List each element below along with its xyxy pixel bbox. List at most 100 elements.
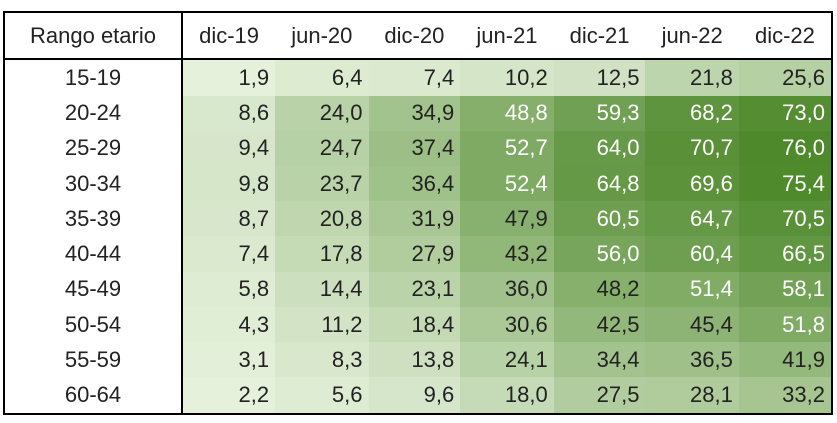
value-cell: 23,7 [275,166,369,202]
value-cell: 41,9 [738,342,832,378]
value-cell: 8,7 [182,201,276,237]
value-cell: 70,7 [645,130,739,167]
value-cell: 20,8 [275,201,369,237]
value-cell: 27,5 [553,377,646,414]
value-cell: 69,6 [645,166,739,202]
value-cell: 66,5 [738,236,832,272]
value-cell: 11,2 [275,306,369,343]
value-cell: 58,1 [738,271,832,307]
row-label: 15-19 [4,59,183,96]
row-label: 35-39 [4,201,183,237]
value-cell: 12,5 [553,59,646,96]
value-cell: 5,8 [182,271,276,307]
value-cell: 52,7 [460,130,554,167]
value-cell: 36,4 [368,166,461,202]
header-row: Rango etario dic-19 jun-20 dic-20 jun-21 dic-… [4,12,832,60]
value-cell: 9,6 [368,377,461,414]
value-cell: 33,2 [738,377,832,414]
table-row: 25-29 9,4 24,7 37,4 52,7 64,0 70,7 76,0 [4,130,832,167]
value-cell: 64,0 [553,130,646,167]
table-row: 20-24 8,6 24,0 34,9 48,8 59,3 68,2 73,0 [4,95,832,131]
value-cell: 42,5 [553,306,646,343]
value-cell: 9,4 [182,130,276,167]
value-cell: 51,4 [645,271,739,307]
row-label: 50-54 [4,306,183,343]
row-label: 60-64 [4,377,183,414]
value-cell: 8,3 [275,342,369,378]
value-cell: 13,8 [368,342,461,378]
table-row: 45-49 5,8 14,4 23,1 36,0 48,2 51,4 58,1 [4,271,832,307]
value-cell: 23,1 [368,271,461,307]
value-cell: 45,4 [645,306,739,343]
header-cell: dic-22 [738,12,832,60]
value-cell: 31,9 [368,201,461,237]
data-table: Rango etario dic-19 jun-20 dic-20 jun-21 dic-… [3,11,833,415]
value-cell: 43,2 [460,236,554,272]
value-cell: 47,9 [460,201,554,237]
value-cell: 34,9 [368,95,461,131]
value-cell: 24,7 [275,130,369,167]
value-cell: 73,0 [738,95,832,131]
header-cell: dic-19 [182,12,276,60]
header-cell: jun-20 [275,12,369,60]
value-cell: 60,4 [645,236,739,272]
value-cell: 36,5 [645,342,739,378]
value-cell: 21,8 [645,59,739,96]
table-row: 15-19 1,9 6,4 7,4 10,2 12,5 21,8 25,6 [4,59,832,96]
row-label: 45-49 [4,271,183,307]
value-cell: 24,1 [460,342,554,378]
value-cell: 18,4 [368,306,461,343]
value-cell: 24,0 [275,95,369,131]
header-cell: dic-20 [368,12,461,60]
table-row: 30-34 9,8 23,7 36,4 52,4 64,8 69,6 75,4 [4,166,832,202]
value-cell: 25,6 [738,59,832,96]
value-cell: 37,4 [368,130,461,167]
table-row: 55-59 3,1 8,3 13,8 24,1 34,4 36,5 41,9 [4,342,832,378]
value-cell: 36,0 [460,271,554,307]
header-cell: jun-22 [645,12,739,60]
table-row: 50-54 4,3 11,2 18,4 30,6 42,5 45,4 51,8 [4,306,832,343]
value-cell: 70,5 [738,201,832,237]
value-cell: 28,1 [645,377,739,414]
value-cell: 48,2 [553,271,646,307]
header-cell: dic-21 [553,12,646,60]
row-label: 55-59 [4,342,183,378]
value-cell: 6,4 [275,59,369,96]
table-row: 40-44 7,4 17,8 27,9 43,2 56,0 60,4 66,5 [4,236,832,272]
value-cell: 68,2 [645,95,739,131]
value-cell: 75,4 [738,166,832,202]
value-cell: 52,4 [460,166,554,202]
value-cell: 1,9 [182,59,276,96]
value-cell: 8,6 [182,95,276,131]
table-header: Rango etario dic-19 jun-20 dic-20 jun-21 dic-… [4,12,832,60]
table-row: 60-64 2,2 5,6 9,6 18,0 27,5 28,1 33,2 [4,377,832,414]
row-label: 40-44 [4,236,183,272]
table-body: 15-19 1,9 6,4 7,4 10,2 12,5 21,8 25,6 20-24 8,6 24… [4,59,832,414]
value-cell: 9,8 [182,166,276,202]
value-cell: 48,8 [460,95,554,131]
value-cell: 59,3 [553,95,646,131]
table-row: 35-39 8,7 20,8 31,9 47,9 60,5 64,7 70,5 [4,201,832,237]
value-cell: 5,6 [275,377,369,414]
value-cell: 2,2 [182,377,276,414]
value-cell: 30,6 [460,306,554,343]
value-cell: 10,2 [460,59,554,96]
value-cell: 56,0 [553,236,646,272]
header-cell: Rango etario [4,12,183,60]
value-cell: 14,4 [275,271,369,307]
row-label: 20-24 [4,95,183,131]
row-label: 25-29 [4,130,183,167]
value-cell: 7,4 [368,59,461,96]
value-cell: 64,7 [645,201,739,237]
value-cell: 27,9 [368,236,461,272]
value-cell: 64,8 [553,166,646,202]
value-cell: 18,0 [460,377,554,414]
value-cell: 17,8 [275,236,369,272]
value-cell: 3,1 [182,342,276,378]
header-cell: jun-21 [460,12,554,60]
value-cell: 34,4 [553,342,646,378]
value-cell: 4,3 [182,306,276,343]
value-cell: 76,0 [738,130,832,167]
value-cell: 51,8 [738,306,832,343]
